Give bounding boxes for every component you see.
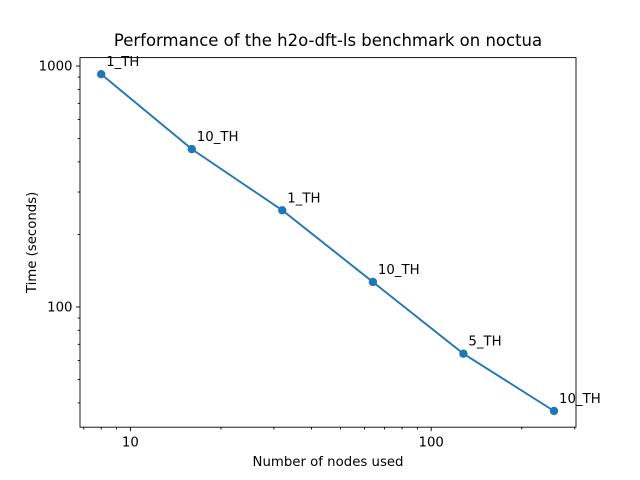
axes-ticks: 10 100 100 1000 bbox=[39, 60, 576, 451]
point-label: 1_TH bbox=[106, 55, 139, 70]
data-point bbox=[549, 406, 559, 416]
point-label: 1_TH bbox=[287, 191, 320, 206]
data-point bbox=[187, 144, 196, 154]
data-series: 1_TH 10_TH 1_TH 10_TH 5_TH 10_TH bbox=[97, 55, 601, 416]
point-label: 10_TH bbox=[378, 263, 420, 278]
data-point bbox=[278, 206, 287, 215]
x-tick-label: 10 bbox=[122, 436, 139, 451]
data-point bbox=[97, 70, 106, 79]
point-label: 10_TH bbox=[559, 392, 601, 407]
point-label: 10_TH bbox=[197, 130, 239, 145]
data-point bbox=[368, 277, 378, 287]
chart-title: Performance of the h2o-dft-ls benchmark … bbox=[114, 31, 542, 50]
x-axis-label: Number of nodes used bbox=[253, 455, 404, 470]
data-point bbox=[459, 349, 468, 358]
series-line bbox=[100, 73, 555, 412]
y-tick-label: 1000 bbox=[39, 60, 73, 75]
y-tick-label: 100 bbox=[47, 301, 72, 316]
y-axis-label: Time (seconds) bbox=[25, 192, 40, 295]
x-tick-label: 100 bbox=[418, 436, 443, 451]
point-label: 5_TH bbox=[468, 335, 501, 350]
plot-border bbox=[79, 57, 577, 428]
